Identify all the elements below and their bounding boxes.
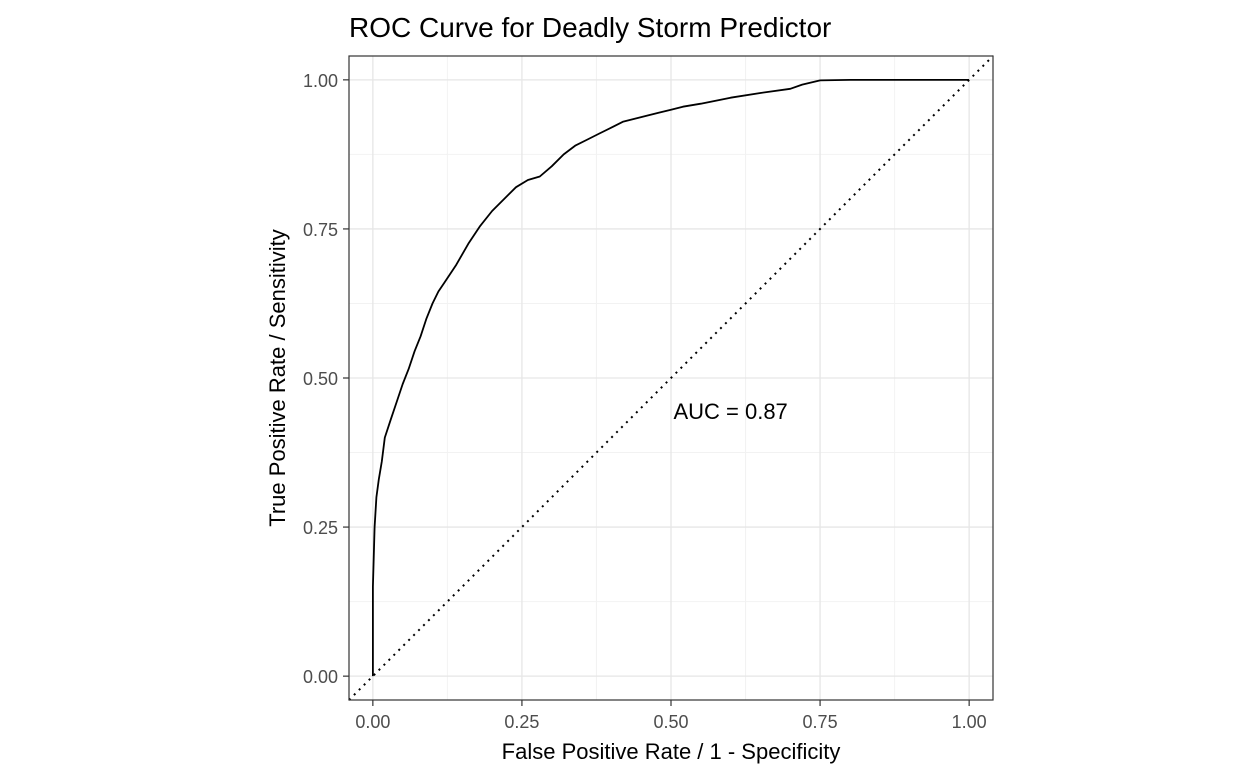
roc-curve-line bbox=[371, 79, 970, 677]
chart-title: ROC Curve for Deadly Storm Predictor bbox=[349, 12, 831, 43]
x-tick-label: 0.50 bbox=[653, 712, 688, 732]
x-tick-label: 0.00 bbox=[355, 712, 390, 732]
grid bbox=[349, 56, 993, 700]
x-tick-label: 1.00 bbox=[952, 712, 987, 732]
reference-diagonal-line bbox=[348, 55, 994, 701]
y-tick-label: 0.75 bbox=[303, 220, 338, 240]
y-axis-label: True Positive Rate / Sensitivity bbox=[265, 229, 290, 527]
x-tick-label: 0.75 bbox=[803, 712, 838, 732]
axes: 0.00 0.25 0.50 0.75 1.00 0.00 0.25 0.50 0.75 1.00 bbox=[303, 71, 987, 732]
y-tick-label: 1.00 bbox=[303, 71, 338, 91]
y-tick-label: 0.00 bbox=[303, 667, 338, 687]
y-tick-label: 0.25 bbox=[303, 518, 338, 538]
auc-annotation: AUC = 0.87 bbox=[673, 399, 787, 424]
x-tick-label: 0.25 bbox=[504, 712, 539, 732]
x-axis-label: False Positive Rate / 1 - Specificity bbox=[502, 739, 841, 764]
y-tick-label: 0.50 bbox=[303, 369, 338, 389]
series-layer bbox=[348, 55, 994, 701]
